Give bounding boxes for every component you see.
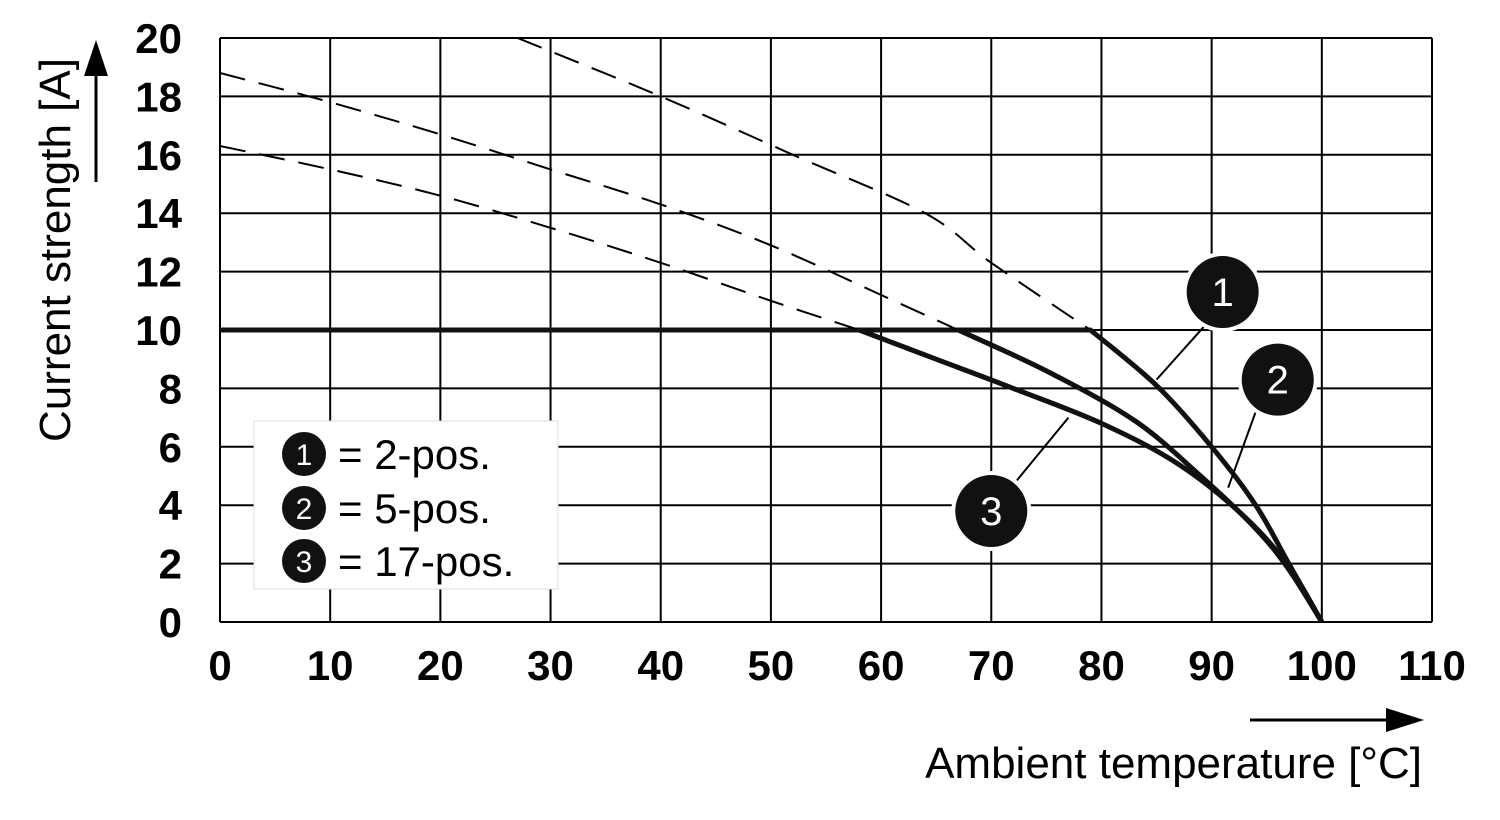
series-layer: [220, 38, 1325, 622]
callout-label-3: 3: [980, 490, 1002, 534]
y-tick-label: 2: [159, 541, 182, 588]
legend-text-2: = 5-pos.: [338, 485, 491, 532]
x-tick-label: 10: [307, 642, 354, 689]
y-tick-label: 8: [159, 365, 182, 412]
series-3-line: [856, 327, 1325, 622]
x-tick-label: 0: [208, 642, 231, 689]
x-tick-label: 60: [858, 642, 905, 689]
x-tick-label: 40: [637, 642, 684, 689]
series-1-dashed: [517, 38, 1091, 331]
legend-item-2: 2 = 5-pos.: [282, 485, 491, 532]
x-axis-arrow: [1250, 708, 1424, 732]
callout-badge-2: [1241, 343, 1314, 416]
legend-badge-label-1: 1: [296, 439, 313, 472]
x-tick-label: 20: [417, 642, 464, 689]
legend-badge-2: [282, 486, 326, 530]
legend-item-3: 3 = 17-pos.: [282, 538, 514, 585]
y-axis-label: Current strength [A]: [31, 58, 80, 442]
callout-layer: 12 3: [951, 252, 1318, 552]
y-axis-arrow: [84, 40, 108, 182]
legend-badge-label-3: 3: [296, 546, 313, 579]
legend-badge-label-2: 2: [296, 493, 313, 526]
callout-label-1: 1: [1212, 271, 1234, 315]
y-tick-label: 0: [159, 599, 182, 646]
x-tick-label: 100: [1287, 642, 1357, 689]
tick-layer: 0 10 20 30 40 50 60 70 80 90 100 110024681012141618…: [135, 15, 1466, 689]
callout-badge-3: [955, 475, 1028, 548]
legend-badge-1: [282, 432, 326, 476]
x-tick-label: 30: [527, 642, 574, 689]
legend-item-1: 1 = 2-pos.: [282, 431, 491, 478]
y-tick-label: 10: [135, 307, 182, 354]
legend-text-3: = 17-pos.: [338, 538, 514, 585]
y-tick-label: 4: [159, 482, 183, 529]
callout-leader-2: [1227, 411, 1257, 489]
y-tick-label: 20: [135, 15, 182, 62]
legend-text-1: = 2-pos.: [338, 431, 491, 478]
x-tick-label: 90: [1188, 642, 1235, 689]
x-axis-label: Ambient temperature [°C]: [925, 739, 1422, 788]
x-tick-label: 80: [1078, 642, 1125, 689]
y-tick-label: 18: [135, 73, 182, 120]
x-tick-label: 70: [968, 642, 1015, 689]
x-tick-label: 110: [1398, 642, 1466, 689]
callout-badge-1: [1186, 256, 1259, 329]
series-3-dashed: [220, 145, 860, 331]
legend: 1 = 2-pos. 2 = 5-pos. 3 = 17-pos.: [253, 420, 559, 590]
callout-leader-1: [1155, 323, 1207, 381]
series-2-dashed: [220, 72, 959, 331]
callout-leader-3: [1012, 416, 1070, 486]
y-tick-label: 6: [159, 424, 182, 471]
y-tick-label: 14: [135, 190, 182, 237]
callout-label-2: 2: [1267, 359, 1289, 403]
legend-badge-3: [282, 539, 326, 583]
x-tick-label: 50: [748, 642, 795, 689]
y-tick-label: 12: [135, 249, 182, 296]
y-tick-label: 16: [135, 132, 182, 179]
